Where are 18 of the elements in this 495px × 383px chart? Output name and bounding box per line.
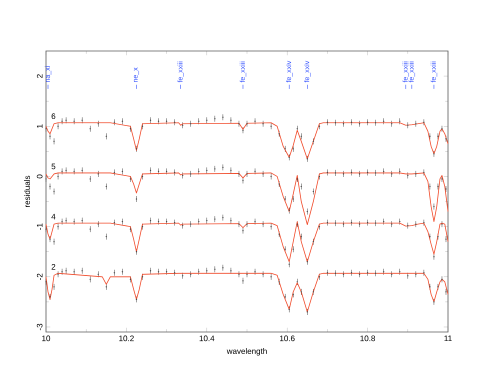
series-label: 6	[52, 113, 56, 120]
y-tick-label: 1	[36, 124, 42, 128]
x-tick-label: 10.6	[280, 336, 295, 342]
y-tick-label: 0	[36, 174, 42, 178]
x-axis-title: wavelength	[226, 348, 267, 356]
x-tick-label: 10	[42, 336, 50, 342]
y-tick-label: -3	[36, 324, 42, 330]
y-tick-label: 2	[36, 74, 42, 78]
series-label: 5	[52, 164, 56, 170]
x-tick-label: 10.2	[119, 336, 134, 342]
y-tick-label: -2	[36, 274, 42, 280]
series-label: 4	[51, 214, 56, 220]
y-axis-title: residuals	[24, 176, 30, 207]
series-label: 2	[52, 264, 56, 270]
x-tick-label: 10.8	[360, 336, 376, 342]
x-tick-label: 10.4	[200, 336, 214, 342]
x-tick-label: 11	[444, 336, 452, 342]
y-tick-label: -1	[36, 223, 42, 230]
